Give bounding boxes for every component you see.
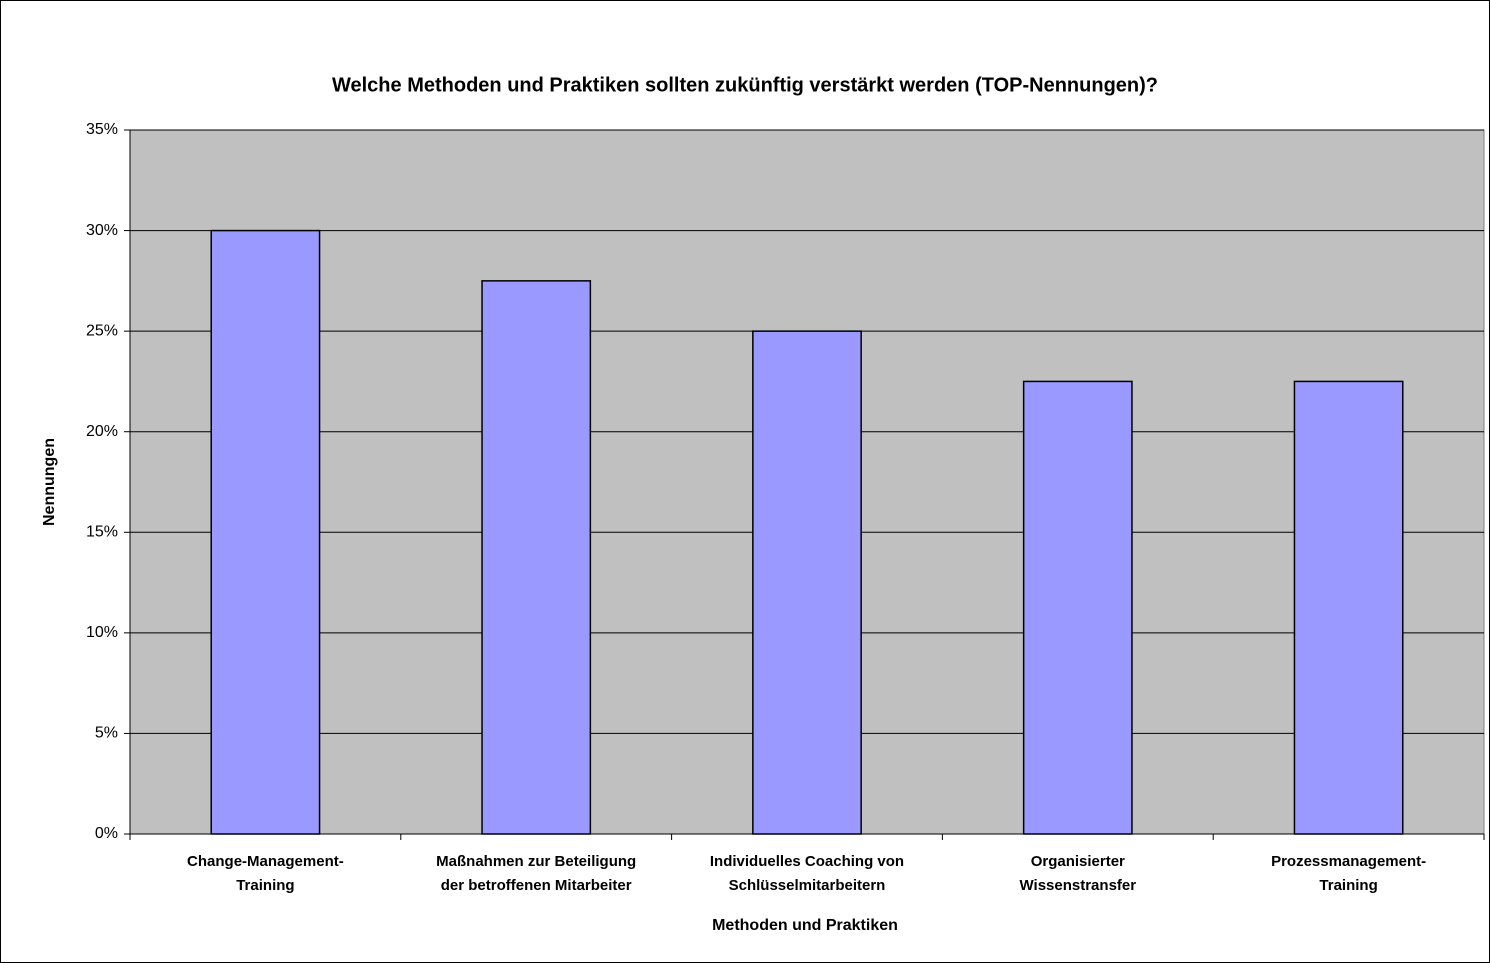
y-tick-label: 5% — [95, 725, 118, 742]
y-tick-label: 0% — [95, 825, 118, 842]
y-tick-label: 20% — [86, 423, 118, 440]
y-tick-label: 25% — [86, 322, 118, 339]
y-tick-label: 35% — [86, 121, 118, 138]
bar — [481, 280, 592, 835]
x-tick-label: Change-Management- Training — [187, 853, 344, 894]
x-tick-label: Maßnahmen zur Beteiligung der betroffene… — [436, 853, 637, 894]
y-tick-label: 15% — [86, 524, 118, 541]
y-tick-label: 30% — [86, 222, 118, 239]
bar — [210, 229, 321, 835]
bar — [1022, 380, 1133, 835]
x-tick-label: Prozessmanagement- Training — [1271, 853, 1427, 894]
x-tick-label: Individuelles Coaching von Schlüsselmita… — [709, 853, 905, 894]
bar — [1293, 380, 1404, 835]
y-tick-label: 10% — [86, 624, 118, 641]
bar — [752, 330, 862, 835]
y-axis-label: Nennungen — [41, 438, 58, 526]
x-tick-label: Organisierter Wissenstransfer — [1019, 853, 1137, 894]
chart-title: Welche Methoden und Praktiken sollten zu… — [332, 74, 1158, 96]
x-axis-label: Methoden und Praktiken — [712, 917, 898, 934]
